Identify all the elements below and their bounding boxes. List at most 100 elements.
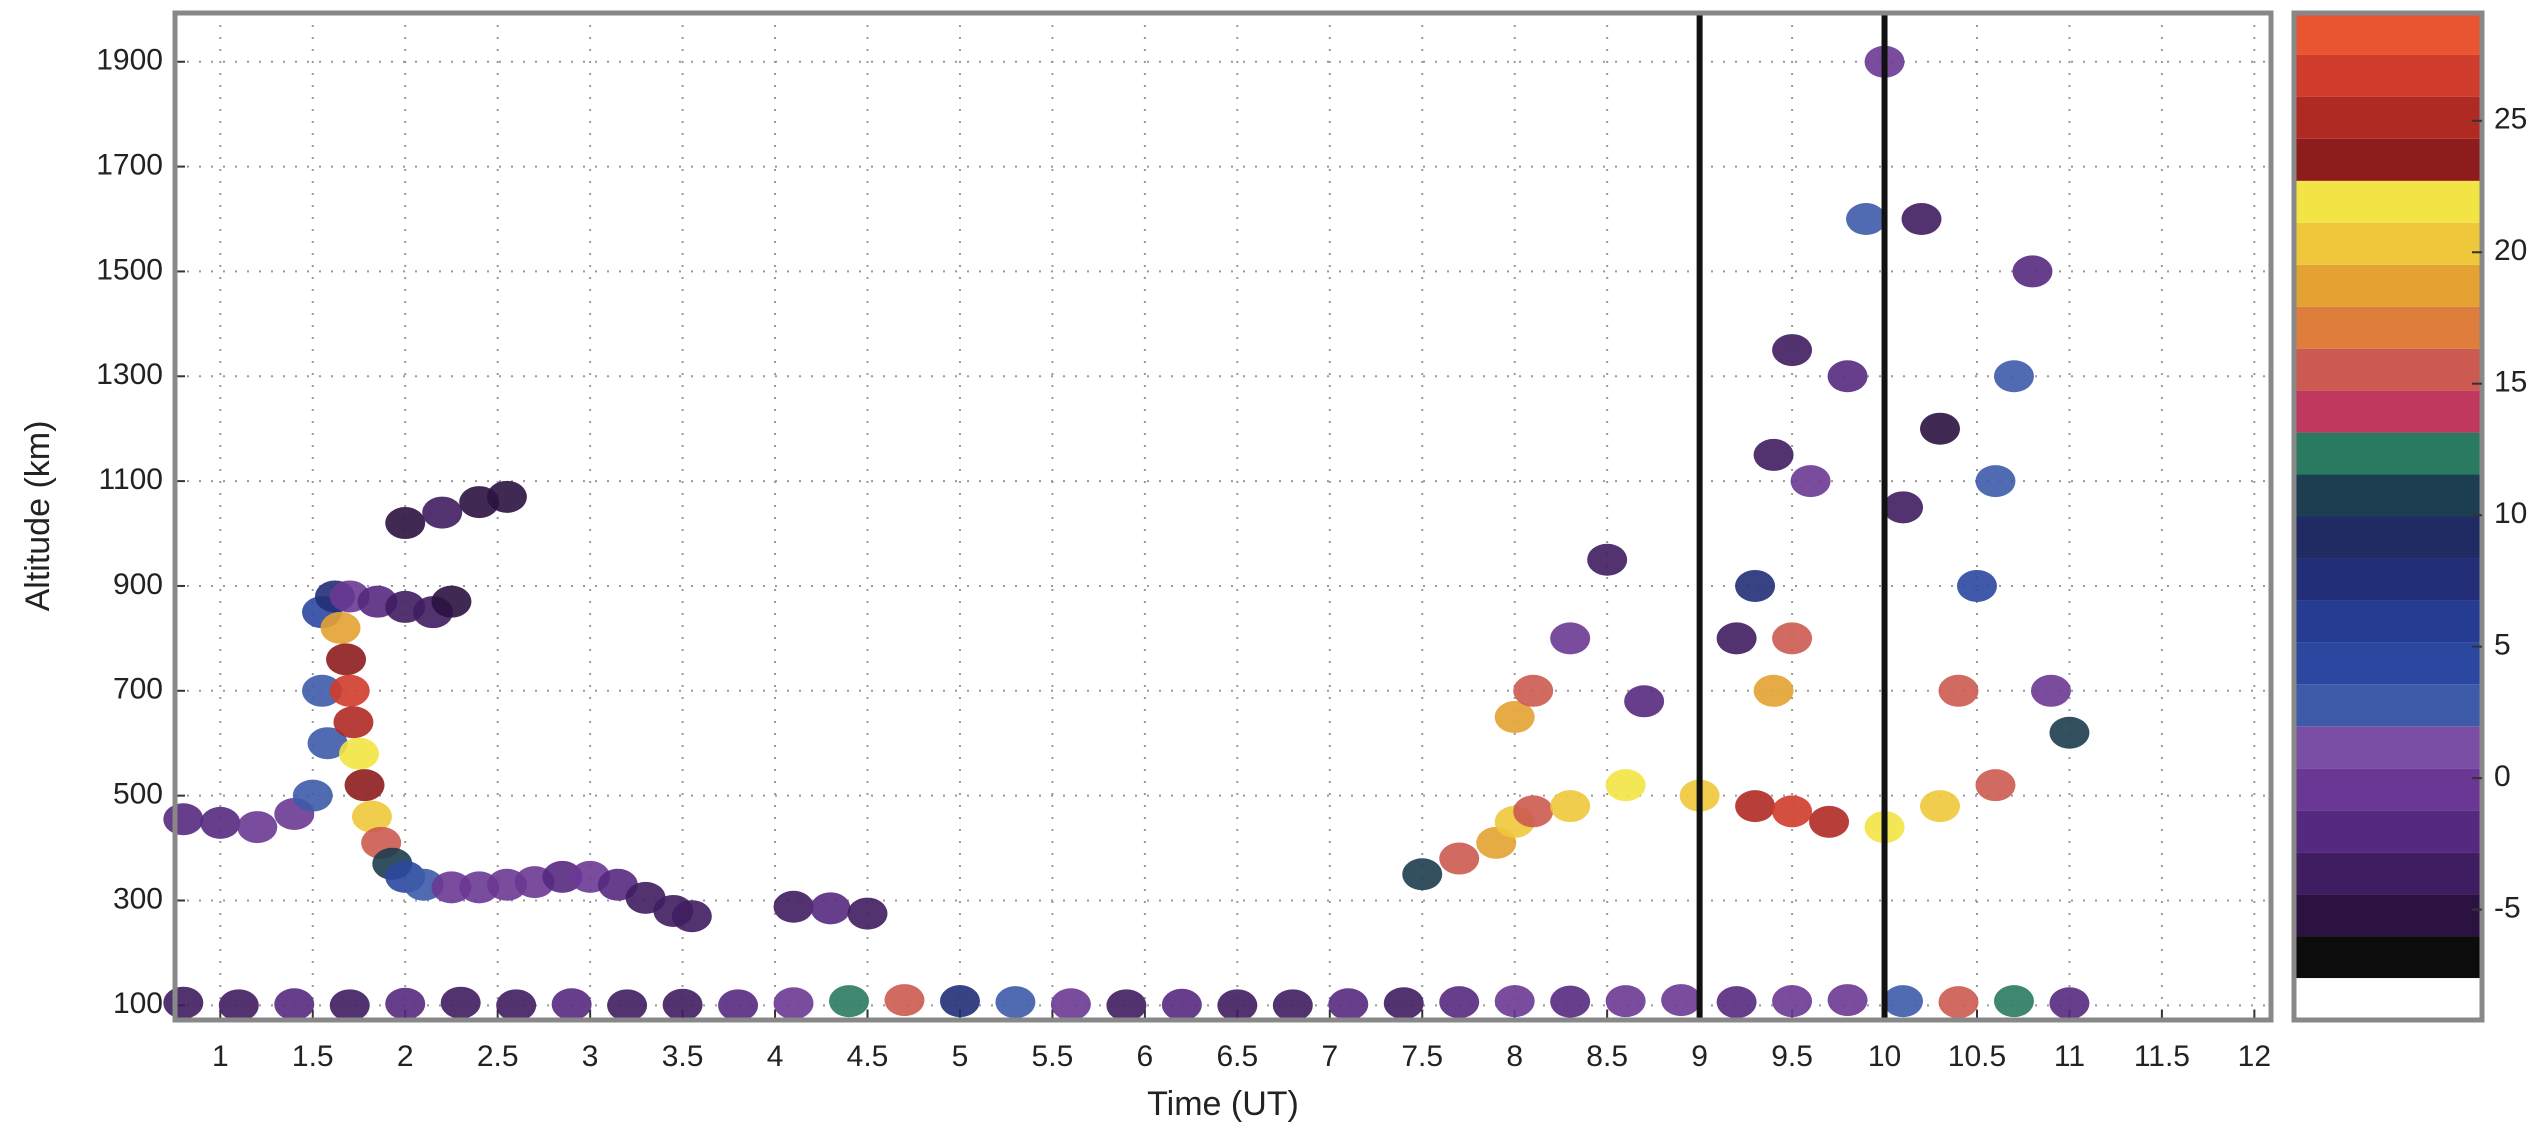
echo-point xyxy=(1605,985,1646,1018)
echo-point xyxy=(1920,790,1961,823)
echo-point xyxy=(385,987,426,1020)
y-tick-label: 900 xyxy=(113,568,163,601)
echo-point xyxy=(163,803,204,836)
echo-point xyxy=(1846,203,1887,236)
echo-point xyxy=(163,986,204,1019)
echo-point xyxy=(326,643,367,676)
echo-point xyxy=(551,988,592,1021)
echo-point xyxy=(829,985,870,1018)
colorbar-band xyxy=(2294,180,2482,223)
y-tick-label: 700 xyxy=(113,673,163,706)
echo-point xyxy=(1772,985,1813,1018)
echo-point xyxy=(884,984,925,1017)
x-tick-label: 9.5 xyxy=(1771,1040,1813,1073)
echo-point xyxy=(1402,858,1443,891)
y-tick-label: 300 xyxy=(113,882,163,915)
x-tick-label: 8.5 xyxy=(1586,1040,1628,1073)
echo-point xyxy=(1753,674,1794,707)
echo-point xyxy=(486,480,527,513)
colorbar-band xyxy=(2294,390,2482,433)
x-tick-label: 12 xyxy=(2238,1040,2271,1073)
echo-point xyxy=(1827,360,1868,393)
echo-point xyxy=(1993,985,2034,1018)
echo-point xyxy=(1809,805,1850,838)
y-tick-label: 1900 xyxy=(96,44,163,77)
echo-point xyxy=(1624,685,1665,718)
colorbar-tick-label: 0 xyxy=(2494,760,2511,793)
echo-point xyxy=(1716,622,1757,655)
echo-point xyxy=(810,892,851,925)
echo-point xyxy=(1975,465,2016,498)
y-tick-label: 100 xyxy=(113,987,163,1020)
echo-point xyxy=(1439,986,1480,1019)
y-tick-label: 500 xyxy=(113,778,163,811)
echo-point xyxy=(385,507,426,540)
echo-point xyxy=(1716,986,1757,1019)
echo-point xyxy=(773,987,814,1020)
x-tick-label: 4.5 xyxy=(847,1040,889,1073)
echo-point xyxy=(1993,360,2034,393)
echo-point xyxy=(1661,984,1702,1017)
y-axis-label: Altitude (km) xyxy=(19,421,57,612)
echo-point xyxy=(847,897,888,930)
echo-point xyxy=(1328,988,1369,1021)
echo-point xyxy=(1827,984,1868,1017)
echo-point xyxy=(344,769,385,802)
echo-point xyxy=(1605,769,1646,802)
echo-point xyxy=(1901,203,1942,236)
y-tick-label: 1300 xyxy=(96,358,163,391)
echo-point xyxy=(1938,674,1979,707)
x-tick-label: 11 xyxy=(2054,1040,2085,1073)
echo-point xyxy=(1513,795,1554,828)
echo-point xyxy=(1106,989,1147,1022)
echo-point xyxy=(1956,569,1997,602)
x-tick-label: 6.5 xyxy=(1216,1040,1258,1073)
echo-point xyxy=(292,779,333,812)
colorbar-band xyxy=(2294,852,2482,895)
colorbar-band xyxy=(2294,978,2482,1020)
x-tick-label: 3 xyxy=(582,1040,599,1073)
echo-point xyxy=(1513,674,1554,707)
echo-point xyxy=(1550,985,1591,1018)
colorbar-band xyxy=(2294,810,2482,853)
echo-point xyxy=(431,871,472,904)
echo-point xyxy=(2049,716,2090,749)
x-tick-label: 9 xyxy=(1691,1040,1708,1073)
echo-point xyxy=(431,585,472,618)
echo-point xyxy=(671,900,712,933)
colorbar-band xyxy=(2294,684,2482,727)
echo-point xyxy=(307,727,348,760)
echo-point xyxy=(1439,842,1480,875)
x-tick-label: 4 xyxy=(767,1040,784,1073)
y-tick-label: 1500 xyxy=(96,253,163,286)
colorbar-band xyxy=(2294,138,2482,181)
colorbar-tick-label: 20 xyxy=(2494,234,2527,267)
x-axis-label: Time (UT) xyxy=(1147,1085,1299,1123)
echo-point xyxy=(1050,988,1091,1021)
colorbar-tick-label: 10 xyxy=(2494,497,2527,530)
colorbar-band xyxy=(2294,222,2482,265)
echo-point xyxy=(329,674,370,707)
colorbar-band xyxy=(2294,54,2482,97)
colorbar-band xyxy=(2294,348,2482,391)
x-tick-label: 2 xyxy=(397,1040,414,1073)
echo-point xyxy=(351,800,392,833)
echo-point xyxy=(1494,985,1535,1018)
x-tick-label: 8 xyxy=(1506,1040,1523,1073)
colorbar-band xyxy=(2294,13,2482,55)
x-tick-label: 5.5 xyxy=(1032,1040,1074,1073)
echo-point xyxy=(939,985,980,1018)
echo-point xyxy=(607,989,648,1022)
echo-point xyxy=(440,986,481,1019)
colorbar-band xyxy=(2294,516,2482,559)
echo-point xyxy=(1920,412,1961,445)
x-tick-label: 10.5 xyxy=(1948,1040,2006,1073)
colorbar-band xyxy=(2294,600,2482,643)
echo-point xyxy=(422,496,463,529)
echo-point xyxy=(1735,790,1776,823)
colorbar-band xyxy=(2294,726,2482,769)
x-tick-label: 3.5 xyxy=(662,1040,704,1073)
colorbar-band xyxy=(2294,96,2482,139)
